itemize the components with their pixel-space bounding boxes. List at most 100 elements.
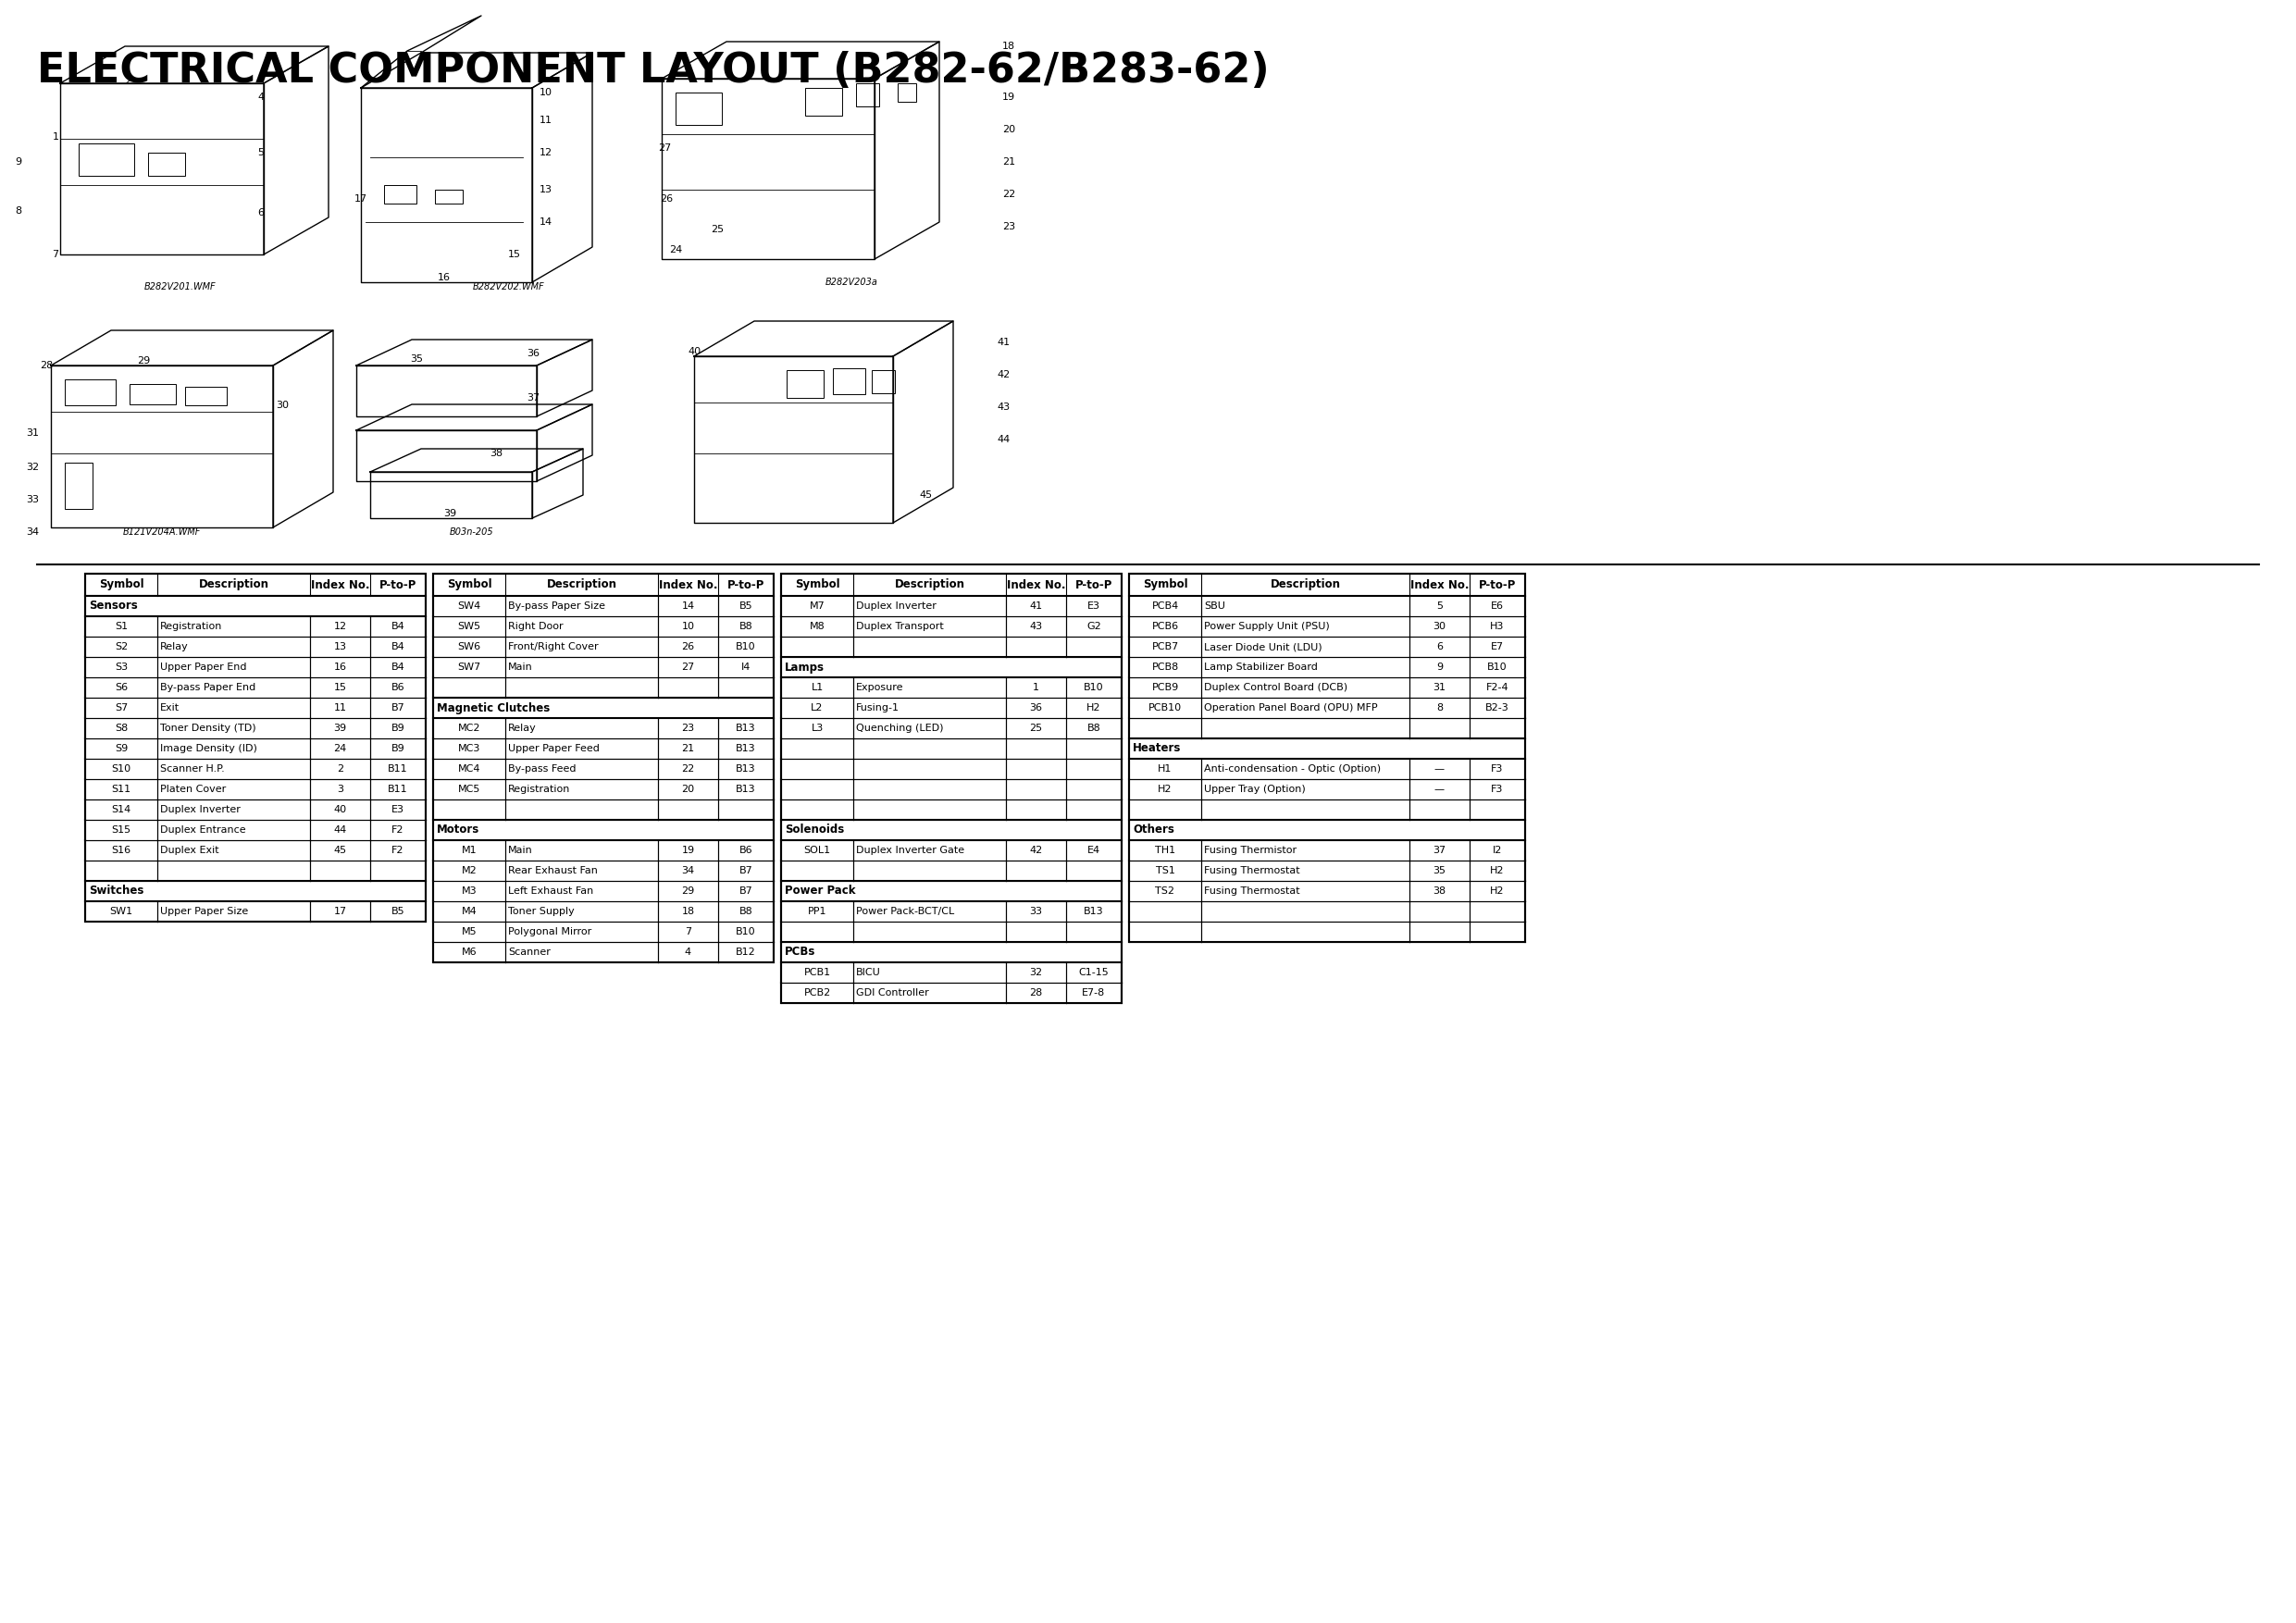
Bar: [1469, 677, 1525, 698]
Bar: [85, 717, 158, 738]
Text: Fusing Thermistor: Fusing Thermistor: [1203, 846, 1297, 855]
Bar: [1130, 841, 1201, 860]
Bar: [1410, 657, 1469, 677]
Bar: [659, 881, 719, 901]
Text: L1: L1: [810, 683, 824, 691]
Text: Symbol: Symbol: [1143, 579, 1187, 591]
Bar: [1065, 841, 1123, 860]
Text: Quenching (LED): Quenching (LED): [856, 724, 944, 734]
Bar: [505, 717, 659, 738]
Text: Power Supply Unit (PSU): Power Supply Unit (PSU): [1203, 622, 1329, 631]
Text: 12: 12: [540, 148, 553, 157]
Bar: [1410, 677, 1469, 698]
Text: B8: B8: [739, 622, 753, 631]
Text: 38: 38: [489, 450, 503, 458]
Bar: [854, 617, 1006, 636]
Text: Toner Density (TD): Toner Density (TD): [161, 724, 255, 734]
Bar: [854, 901, 1006, 922]
Bar: [719, 717, 774, 738]
Text: Power Pack-BCT/CL: Power Pack-BCT/CL: [856, 907, 955, 915]
Bar: [85, 901, 158, 922]
Text: 17: 17: [354, 195, 367, 203]
Text: B10: B10: [1488, 662, 1508, 672]
Bar: [854, 860, 1006, 881]
Text: B282V202.WMF: B282V202.WMF: [473, 282, 544, 292]
Text: Upper Tray (Option): Upper Tray (Option): [1203, 784, 1306, 794]
Bar: [1130, 717, 1201, 738]
Bar: [85, 860, 158, 881]
Text: B13: B13: [737, 764, 755, 774]
Bar: [1130, 573, 1525, 941]
Bar: [383, 185, 416, 203]
Text: 3: 3: [338, 784, 344, 794]
Bar: [434, 841, 505, 860]
Bar: [158, 698, 310, 717]
Text: 38: 38: [1433, 886, 1446, 896]
Text: 17: 17: [333, 907, 347, 915]
Bar: [1130, 860, 1201, 881]
Bar: [1469, 881, 1525, 901]
Text: GDI Controller: GDI Controller: [856, 988, 930, 998]
Text: B121V204A.WMF: B121V204A.WMF: [124, 527, 202, 537]
Text: 13: 13: [333, 643, 347, 651]
Bar: [1469, 860, 1525, 881]
Text: MC4: MC4: [457, 764, 480, 774]
Text: 31: 31: [1433, 683, 1446, 691]
Text: M3: M3: [461, 886, 478, 896]
Text: F2-4: F2-4: [1486, 683, 1508, 691]
Text: 24: 24: [333, 743, 347, 753]
Text: Upper Paper Size: Upper Paper Size: [161, 907, 248, 915]
Bar: [719, 760, 774, 779]
Bar: [1469, 636, 1525, 657]
Bar: [1201, 922, 1410, 941]
Text: S3: S3: [115, 662, 129, 672]
Bar: [505, 573, 659, 596]
Bar: [370, 738, 425, 760]
Text: 44: 44: [996, 435, 1010, 445]
Bar: [505, 760, 659, 779]
Bar: [1201, 657, 1410, 677]
Text: B7: B7: [739, 867, 753, 875]
Bar: [781, 860, 854, 881]
Text: M5: M5: [461, 927, 478, 936]
Bar: [1065, 617, 1123, 636]
Bar: [719, 677, 774, 698]
Bar: [659, 860, 719, 881]
Text: M4: M4: [461, 907, 478, 915]
Text: 31: 31: [25, 428, 39, 438]
Bar: [434, 717, 505, 738]
Text: 7: 7: [53, 250, 60, 260]
Bar: [1065, 636, 1123, 657]
Text: 23: 23: [682, 724, 696, 734]
Bar: [1469, 760, 1525, 779]
Bar: [719, 738, 774, 760]
Bar: [1130, 760, 1201, 779]
Text: Switches: Switches: [90, 885, 145, 898]
Bar: [854, 738, 1006, 760]
Text: 14: 14: [540, 217, 553, 227]
Bar: [781, 779, 854, 800]
Text: 4: 4: [684, 948, 691, 958]
Bar: [781, 982, 854, 1003]
Text: 43: 43: [996, 403, 1010, 412]
Text: SBU: SBU: [1203, 602, 1226, 610]
Bar: [505, 657, 659, 677]
Text: MC5: MC5: [457, 784, 480, 794]
Text: 9: 9: [1437, 662, 1442, 672]
Bar: [434, 617, 505, 636]
Bar: [434, 820, 774, 841]
Bar: [158, 573, 310, 596]
Bar: [1130, 738, 1525, 760]
Text: 18: 18: [682, 907, 696, 915]
Text: 5: 5: [1437, 602, 1442, 610]
Bar: [1006, 860, 1065, 881]
Bar: [85, 881, 425, 901]
Text: Main: Main: [507, 662, 533, 672]
Bar: [659, 573, 719, 596]
Text: Symbol: Symbol: [794, 579, 840, 591]
Text: 24: 24: [668, 245, 682, 255]
Text: TS1: TS1: [1155, 867, 1176, 875]
Bar: [64, 463, 92, 510]
Text: Magnetic Clutches: Magnetic Clutches: [436, 701, 551, 714]
Text: 20: 20: [1001, 125, 1015, 135]
